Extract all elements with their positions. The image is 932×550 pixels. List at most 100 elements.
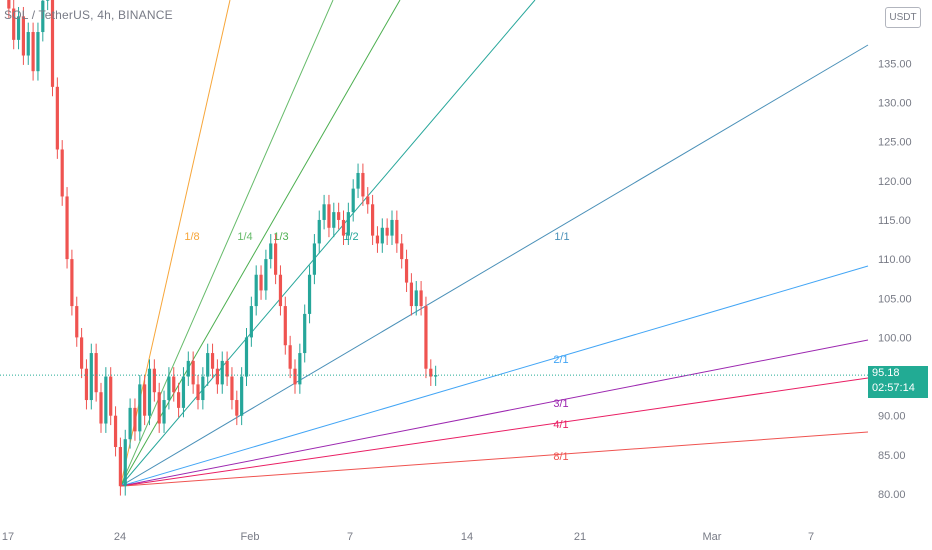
y-tick-label: 105.00 bbox=[878, 293, 912, 305]
candle-body bbox=[104, 376, 108, 424]
candle-body bbox=[70, 259, 74, 307]
candle-body bbox=[380, 227, 384, 244]
candle-body bbox=[298, 353, 302, 385]
candle-body bbox=[172, 376, 176, 393]
candle-body bbox=[210, 353, 215, 369]
candle-body bbox=[288, 345, 292, 369]
fan-label: 3/1 bbox=[553, 398, 568, 410]
fan-line-6 bbox=[120, 339, 869, 487]
fan-label: 1/8 bbox=[184, 231, 199, 243]
fan-line-5 bbox=[120, 265, 869, 487]
fan-label: 8/1 bbox=[553, 451, 568, 463]
candle-body bbox=[99, 392, 103, 424]
candle-body bbox=[60, 149, 64, 197]
candle-body bbox=[50, 0, 55, 87]
x-tick-label: 24 bbox=[114, 531, 126, 543]
x-tick-label: 21 bbox=[574, 531, 586, 543]
candle-body bbox=[424, 306, 428, 369]
candle-body bbox=[157, 392, 161, 424]
candle-body bbox=[351, 188, 355, 213]
candles bbox=[7, 0, 438, 496]
candle-body bbox=[404, 259, 409, 283]
candle-body bbox=[346, 212, 350, 236]
candle-body bbox=[312, 243, 316, 275]
candle-body bbox=[55, 86, 59, 150]
candle-body bbox=[177, 392, 181, 408]
candle-body bbox=[113, 415, 118, 448]
candle-body bbox=[371, 204, 375, 236]
fan-label: 1/2 bbox=[343, 231, 358, 243]
last-price: 95.18 bbox=[872, 367, 900, 379]
candle-body bbox=[84, 368, 89, 401]
fan-label: 2/1 bbox=[553, 354, 568, 366]
fan-line-0 bbox=[119, 0, 231, 487]
time-axis[interactable]: 17 24 Feb 7 14 21 Mar 7 bbox=[2, 531, 814, 543]
candle-body bbox=[390, 219, 394, 236]
candle-body bbox=[89, 353, 93, 401]
price-axis[interactable]: 135.00 130.00 125.00 120.00 115.00 110.00 105.… bbox=[878, 58, 912, 501]
x-tick-label: 17 bbox=[2, 531, 14, 543]
candle-body bbox=[230, 376, 234, 401]
y-tick-label: 135.00 bbox=[878, 58, 912, 70]
candle-body bbox=[147, 368, 152, 416]
candle-body bbox=[337, 212, 341, 220]
candle-body bbox=[128, 407, 132, 440]
candle-body bbox=[341, 219, 346, 236]
candle-body bbox=[274, 243, 278, 275]
candle-body bbox=[118, 447, 122, 487]
candle-body bbox=[240, 376, 244, 416]
fan-label: 1/4 bbox=[237, 231, 252, 243]
candle-body bbox=[409, 282, 413, 307]
candle-body bbox=[249, 306, 253, 338]
candle-body bbox=[215, 368, 219, 385]
y-tick-label: 85.00 bbox=[878, 450, 906, 462]
candle-body bbox=[293, 368, 297, 385]
candle-body bbox=[361, 172, 365, 197]
candle-body bbox=[186, 360, 190, 377]
candle-body bbox=[220, 360, 224, 385]
candle-body bbox=[181, 376, 186, 408]
fan-line-2 bbox=[119, 0, 401, 487]
candle-body bbox=[31, 32, 35, 72]
candle-body bbox=[7, 0, 11, 9]
candle-body bbox=[16, 16, 21, 40]
fan-line-1 bbox=[119, 0, 334, 487]
candle-body bbox=[264, 259, 268, 291]
candle-body bbox=[278, 274, 283, 307]
candle-body bbox=[419, 290, 423, 307]
candle-body bbox=[375, 235, 380, 244]
fan-label: 1/1 bbox=[554, 231, 569, 243]
candle-body bbox=[191, 360, 195, 385]
candle-body bbox=[12, 8, 16, 40]
candle-body bbox=[133, 407, 137, 432]
currency-badge[interactable]: USDT bbox=[885, 7, 921, 28]
y-tick-label: 120.00 bbox=[878, 176, 912, 188]
candle-body bbox=[303, 313, 307, 354]
candle-body bbox=[356, 172, 360, 189]
candle-body bbox=[26, 32, 30, 56]
x-tick-label: Mar bbox=[703, 531, 722, 543]
gann-fan: 1/8 1/4 1/3 1/2 1/1 2/1 3/1 4/1 8/1 bbox=[119, 0, 869, 487]
candle-body bbox=[152, 368, 156, 393]
candle-body bbox=[138, 384, 142, 432]
fan-line-8 bbox=[120, 431, 869, 487]
candle-body bbox=[244, 337, 249, 377]
x-tick-label: 14 bbox=[461, 531, 473, 543]
candle-body bbox=[366, 196, 370, 205]
candle-body bbox=[46, 0, 50, 1]
x-tick-label: 7 bbox=[347, 531, 353, 543]
candle-body bbox=[254, 274, 258, 307]
candle-body bbox=[283, 306, 287, 346]
y-tick-label: 90.00 bbox=[878, 411, 906, 423]
candle-body bbox=[94, 353, 98, 393]
candle-body bbox=[259, 274, 263, 291]
candle-body bbox=[201, 376, 205, 401]
y-tick-label: 100.00 bbox=[878, 332, 912, 344]
y-tick-label: 125.00 bbox=[878, 137, 912, 149]
symbol-title: SOL / TetherUS, 4h, BINANCE bbox=[4, 8, 173, 22]
candle-body bbox=[65, 196, 69, 260]
y-tick-label: 115.00 bbox=[878, 215, 911, 227]
last-price-tag: 95.18 02:57:14 bbox=[868, 366, 928, 398]
candle-body bbox=[36, 32, 40, 72]
